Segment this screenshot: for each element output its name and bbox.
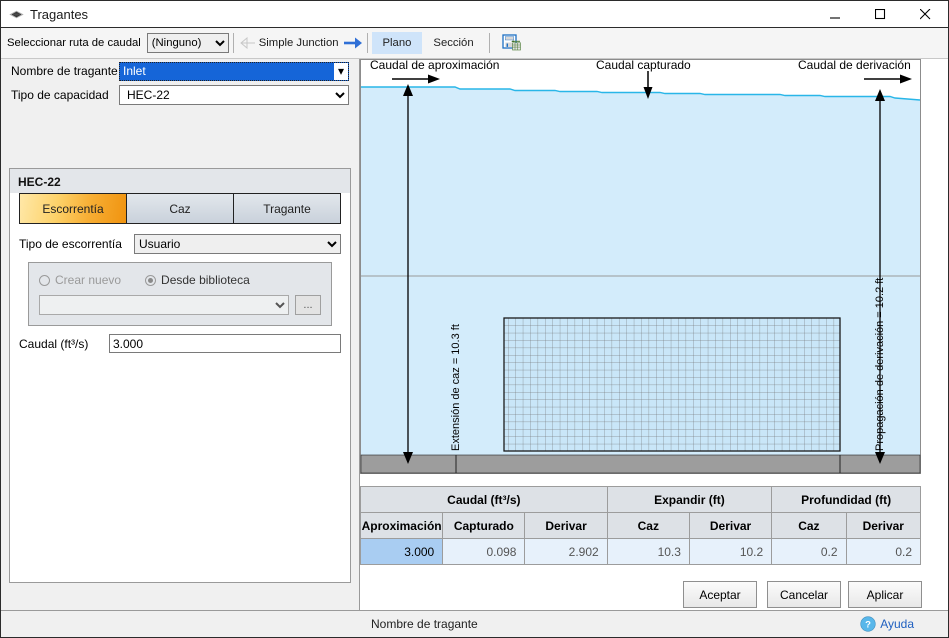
svg-text:Propagación de derivación = 10: Propagación de derivación = 10.2 ft xyxy=(874,278,886,451)
svg-text:Caudal de aproximación: Caudal de aproximación xyxy=(370,59,499,72)
svg-text:Caudal capturado: Caudal capturado xyxy=(596,59,691,72)
svg-text:Extensión de caz = 10.3 ft: Extensión de caz = 10.3 ft xyxy=(450,324,462,451)
svg-text:Caudal de derivación: Caudal de derivación xyxy=(798,59,911,72)
svg-text:?: ? xyxy=(865,619,871,630)
